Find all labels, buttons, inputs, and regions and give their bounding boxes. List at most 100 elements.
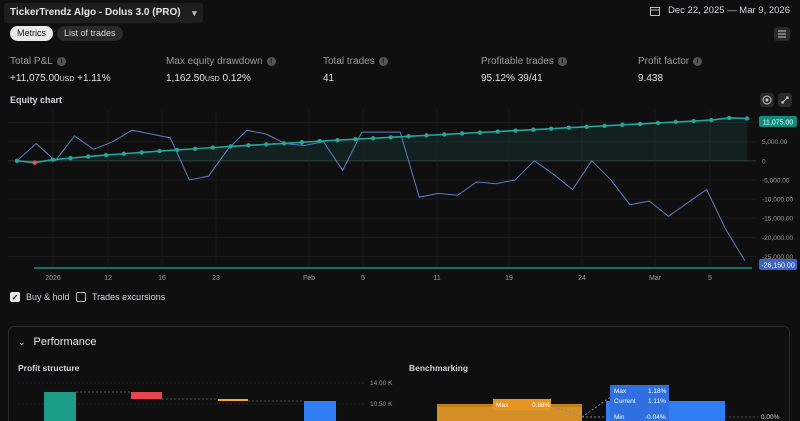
menu-button[interactable] [774, 27, 790, 41]
metric-label: Total trades [323, 56, 375, 67]
equity-point [228, 144, 233, 149]
profit-structure-title: Profit structure [18, 363, 80, 373]
equity-point [424, 133, 429, 138]
last-equity-badge: 11,075.00 [763, 120, 794, 127]
bh-max-value: 0.88% [532, 402, 551, 409]
equity-point [459, 131, 465, 136]
metric-pct: +1.11% [77, 73, 111, 84]
date-range-picker[interactable]: Dec 22, 2025 — Mar 9, 2026 [650, 5, 790, 16]
benchmarking-title: Benchmarking [409, 363, 469, 373]
x-tick-label: 19 [505, 275, 513, 282]
metric-total-trades: Total trades i 41 [323, 56, 388, 84]
metric-value: 95.12% [481, 73, 515, 84]
equity-point [673, 119, 678, 125]
equity-point [620, 122, 625, 128]
info-icon[interactable]: i [557, 57, 567, 66]
equity-point [548, 126, 554, 131]
x-tick-label: 5 [708, 275, 712, 282]
equity-point [246, 143, 251, 148]
info-icon[interactable]: i [378, 57, 388, 66]
buy-hold-line [16, 129, 746, 262]
tooltip-max-label: Max [614, 388, 627, 395]
equity-point [513, 128, 518, 133]
last-equity-badge-bg [759, 116, 797, 127]
y-tick-label: -15,000.00 [762, 216, 793, 223]
tooltip-min-value: -0.04% [645, 414, 666, 421]
last-buyhold-badge: -26,150.00 [761, 263, 795, 270]
equity-point [442, 132, 447, 137]
equity-point [709, 117, 714, 123]
chevron-down-icon: ⌄ [18, 336, 26, 347]
x-tick-label: 16 [158, 275, 166, 282]
x-tick-label: 12 [104, 275, 112, 282]
y-tick-label: -10,000.00 [762, 197, 793, 204]
equity-point [637, 121, 643, 127]
performance-header[interactable]: ⌄ Performance [18, 336, 97, 348]
y-tick-label: -5,000.00 [762, 177, 790, 184]
metric-profit-factor: Profit factor i 9.438 [638, 56, 703, 84]
equity-point [317, 138, 322, 144]
bh-max-label: Max [496, 402, 509, 409]
metric-max-drawdown: Max equity drawdown i 1,162.50USD 0.12% [166, 56, 276, 84]
buy-hold-checkbox[interactable]: ✓ Buy & hold [10, 292, 70, 302]
profit-tick-2: 10.50 K [370, 401, 393, 408]
x-tick-label: 5 [361, 275, 365, 282]
equity-chart[interactable]: 5,000.00 0 -5,000.00 -10,000.00 -15,000.00 -2… [0, 110, 800, 288]
fullscreen-button[interactable] [778, 93, 792, 107]
x-tick-label: Mar [649, 275, 662, 282]
x-tick-label: 11 [433, 275, 440, 282]
benchmarking-chart: Max 0.88% Max 1.18% Current 1.11% Min -0… [437, 385, 780, 421]
calendar-icon [650, 6, 660, 16]
equity-chart-title: Equity chart [10, 95, 63, 105]
equity-point [744, 116, 750, 121]
equity-point [388, 135, 394, 140]
info-icon[interactable]: i [693, 57, 703, 66]
y-tick-label: 5,000.00 [762, 139, 788, 146]
equity-point [335, 137, 340, 143]
bh-max-badge-bg [493, 399, 551, 410]
tooltip-current-value: 1.11% [648, 398, 666, 405]
y-tick-label: 0 [762, 158, 766, 165]
metric-unit: USD [204, 76, 220, 83]
equity-point [139, 150, 144, 155]
chevron-down-icon: ▾ [192, 8, 197, 18]
metric-value: +11,075.00 [10, 73, 60, 84]
x-tick-label: Feb [303, 275, 315, 282]
checkbox-label: Trades excursions [92, 292, 166, 302]
equity-point [50, 157, 55, 162]
equity-point [103, 152, 109, 158]
x-tick-label: 2026 [45, 275, 61, 282]
equity-point [68, 155, 73, 161]
strategy-label: TickerTrendz Algo - Dolus 3.0 (PRO) [10, 7, 181, 18]
equity-point [566, 125, 572, 130]
checkbox-box [76, 292, 86, 302]
settings-button[interactable] [760, 93, 774, 107]
metric-label: Total P&L [10, 56, 53, 67]
tab-metrics[interactable]: Metrics [10, 26, 53, 41]
gross-loss-bar [131, 392, 162, 399]
equity-area [17, 117, 747, 163]
equity-point [531, 127, 536, 132]
metric-label: Max equity drawdown [166, 56, 263, 67]
metric-label: Profitable trades [481, 56, 554, 67]
bench-zero-tick: 0.00% [761, 414, 780, 421]
gross-profit-bar [44, 392, 76, 421]
performance-title: Performance [33, 336, 97, 348]
metric-value: 9.438 [638, 73, 664, 84]
equity-point [192, 146, 198, 151]
info-icon[interactable]: i [266, 57, 276, 66]
target-icon [762, 95, 772, 105]
info-icon[interactable]: i [56, 57, 66, 66]
y-tick-label: -20,000.00 [762, 235, 793, 242]
equity-point [14, 158, 20, 164]
x-tick-label: 23 [212, 275, 220, 282]
metric-value: 41 [323, 73, 335, 84]
metric-total-pnl: Total P&L i +11,075.00USD +1.11% [10, 56, 111, 84]
tooltip-min-label: Min [614, 414, 625, 421]
tab-list-of-trades[interactable]: List of trades [57, 26, 123, 41]
metric-ratio: 39/41 [517, 73, 543, 84]
strategy-dropdown[interactable]: TickerTrendz Algo - Dolus 3.0 (PRO) ▾ [4, 3, 203, 23]
x-tick-label: 24 [578, 275, 586, 282]
equity-point [299, 140, 305, 145]
trades-excursions-checkbox[interactable]: Trades excursions [76, 292, 165, 302]
